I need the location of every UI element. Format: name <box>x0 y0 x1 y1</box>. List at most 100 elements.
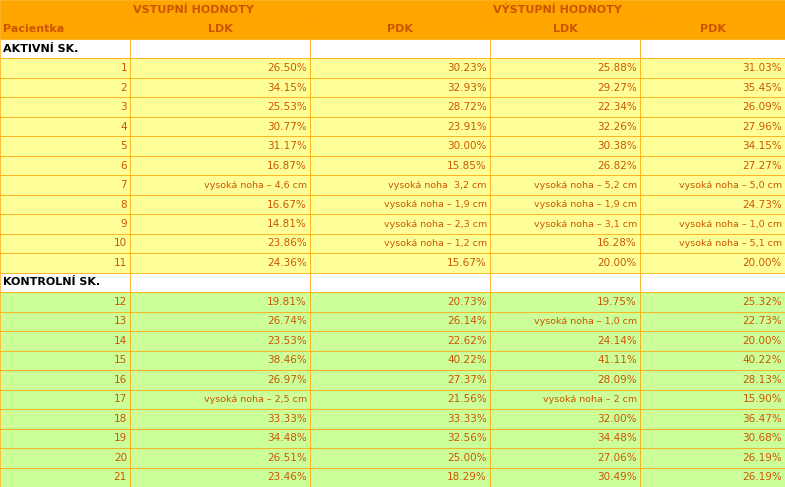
Text: 31.03%: 31.03% <box>743 63 782 73</box>
Text: vysoká noha – 3,1 cm: vysoká noha – 3,1 cm <box>534 220 637 228</box>
Text: 24.36%: 24.36% <box>267 258 307 268</box>
Bar <box>130 468 310 487</box>
Bar <box>0 234 130 253</box>
Text: 11: 11 <box>114 258 127 268</box>
Bar <box>490 175 640 195</box>
Text: 25.32%: 25.32% <box>743 297 782 307</box>
Bar <box>310 78 490 97</box>
Text: 26.74%: 26.74% <box>267 317 307 326</box>
Bar <box>130 214 310 234</box>
Text: 23.46%: 23.46% <box>267 472 307 482</box>
Bar <box>0 448 130 468</box>
Bar <box>490 409 640 429</box>
Bar <box>0 351 130 370</box>
Text: 28.13%: 28.13% <box>743 375 782 385</box>
Text: 30.38%: 30.38% <box>597 141 637 151</box>
Bar <box>310 195 490 214</box>
Text: 3: 3 <box>120 102 127 112</box>
Bar <box>130 117 310 136</box>
Text: 24.73%: 24.73% <box>743 200 782 209</box>
Bar <box>640 390 785 409</box>
Bar <box>310 331 490 351</box>
Text: VSTUPNÍ HODNOTY: VSTUPNÍ HODNOTY <box>133 5 254 15</box>
Bar <box>490 253 640 273</box>
Text: 1: 1 <box>120 63 127 73</box>
Bar <box>130 429 310 448</box>
Bar <box>0 409 130 429</box>
Bar <box>310 351 490 370</box>
Text: 41.11%: 41.11% <box>597 356 637 365</box>
Bar <box>640 156 785 175</box>
Bar <box>640 448 785 468</box>
Bar <box>0 97 130 117</box>
Text: 20.00%: 20.00% <box>743 336 782 346</box>
Text: 19: 19 <box>114 433 127 443</box>
Bar <box>0 39 130 58</box>
Bar <box>490 195 640 214</box>
Bar <box>310 390 490 409</box>
Bar <box>130 370 310 390</box>
Bar <box>490 331 640 351</box>
Bar <box>130 97 310 117</box>
Text: 28.72%: 28.72% <box>447 102 487 112</box>
Text: vysoká noha  3,2 cm: vysoká noha 3,2 cm <box>389 181 487 189</box>
Bar <box>490 39 640 58</box>
Text: 21: 21 <box>114 472 127 482</box>
Text: 15.85%: 15.85% <box>447 161 487 170</box>
Bar <box>130 273 310 292</box>
Bar <box>310 429 490 448</box>
Text: 16.67%: 16.67% <box>267 200 307 209</box>
Text: 34.48%: 34.48% <box>597 433 637 443</box>
Bar <box>640 292 785 312</box>
Bar <box>0 19 130 39</box>
Text: VÝSTUPNÍ HODNOTY: VÝSTUPNÍ HODNOTY <box>493 5 622 15</box>
Bar <box>640 234 785 253</box>
Text: 15.67%: 15.67% <box>447 258 487 268</box>
Text: 16: 16 <box>114 375 127 385</box>
Text: 34.15%: 34.15% <box>267 83 307 93</box>
Text: 25.88%: 25.88% <box>597 63 637 73</box>
Bar <box>490 312 640 331</box>
Text: 23.86%: 23.86% <box>267 239 307 248</box>
Bar <box>490 78 640 97</box>
Bar <box>310 468 490 487</box>
Bar <box>130 136 310 156</box>
Text: 31.17%: 31.17% <box>267 141 307 151</box>
Text: 17: 17 <box>114 394 127 404</box>
Text: 24.14%: 24.14% <box>597 336 637 346</box>
Bar <box>0 195 130 214</box>
Text: 2: 2 <box>120 83 127 93</box>
Bar <box>130 156 310 175</box>
Bar <box>310 234 490 253</box>
Bar <box>640 312 785 331</box>
Bar <box>490 214 640 234</box>
Text: 32.26%: 32.26% <box>597 122 637 131</box>
Text: 15.90%: 15.90% <box>743 394 782 404</box>
Bar <box>130 351 310 370</box>
Bar <box>0 78 130 97</box>
Text: 16.28%: 16.28% <box>597 239 637 248</box>
Bar <box>490 370 640 390</box>
Bar <box>0 58 130 78</box>
Text: 7: 7 <box>120 180 127 190</box>
Bar <box>640 78 785 97</box>
Text: 30.49%: 30.49% <box>597 472 637 482</box>
Text: 8: 8 <box>120 200 127 209</box>
Text: 22.73%: 22.73% <box>743 317 782 326</box>
Text: 18.29%: 18.29% <box>447 472 487 482</box>
Text: 22.34%: 22.34% <box>597 102 637 112</box>
Bar <box>640 19 785 39</box>
Text: 34.48%: 34.48% <box>267 433 307 443</box>
Text: 15: 15 <box>114 356 127 365</box>
Text: 12: 12 <box>114 297 127 307</box>
Text: 28.09%: 28.09% <box>597 375 637 385</box>
Text: LDK: LDK <box>553 24 578 34</box>
Bar <box>130 175 310 195</box>
Bar <box>0 136 130 156</box>
Bar <box>130 390 310 409</box>
Bar <box>640 370 785 390</box>
Text: 5: 5 <box>120 141 127 151</box>
Text: vysoká noha – 1,9 cm: vysoká noha – 1,9 cm <box>384 200 487 209</box>
Text: 40.22%: 40.22% <box>447 356 487 365</box>
Text: PDK: PDK <box>699 24 725 34</box>
